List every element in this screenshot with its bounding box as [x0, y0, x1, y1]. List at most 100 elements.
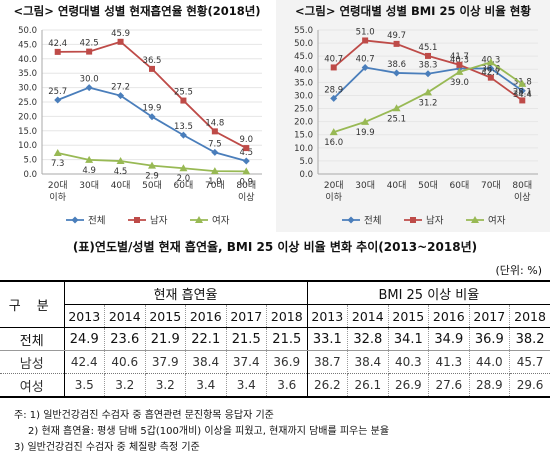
bmi-data-label: 41.7	[450, 52, 469, 62]
table-row: 남성 42.4 40.6 37.9 38.4 37.4 36.9 38.7 38.4 40.3 41…	[0, 350, 550, 374]
bmi-point	[362, 37, 369, 44]
bmi-y-tick: 30.0	[294, 91, 313, 101]
bmi-legend-label: 전체	[364, 216, 381, 227]
smoking-data-label: 13.5	[174, 122, 193, 132]
bmi-x-tick: 50대	[418, 180, 438, 191]
smoking-data-label: 2.0	[177, 174, 191, 184]
smoking-legend-label: 여자	[212, 215, 230, 227]
bmi-data-label: 34.4	[513, 90, 532, 100]
bmi-cell: 38.4	[347, 350, 389, 374]
smoking-x-tick: 50대	[142, 180, 162, 191]
smoking-y-tick: 40.0	[18, 55, 37, 65]
bmi-data-label: 42.7	[481, 68, 500, 78]
smoking-cell: 3.2	[145, 373, 186, 398]
bmi-legend-label: 여자	[488, 215, 506, 227]
bmi-point	[424, 70, 432, 78]
bmi-x-tick: 20대	[324, 180, 344, 191]
smoking-x-tick: 80대	[236, 180, 256, 191]
bmi-point	[486, 58, 495, 66]
group-header-smoking: 현재 흡연율	[64, 280, 308, 305]
footnote-3: 3) 일반건강검진 수검자 중 체질량 측정 기준	[14, 442, 200, 453]
bmi-data-label: 19.9	[356, 128, 375, 138]
smoking-x-tick: 70대	[205, 180, 225, 191]
smoking-cell: 21.5	[266, 327, 308, 351]
bmi-cell: 34.1	[388, 327, 430, 351]
footnote-2: 2) 현재 흡연율: 평생 담배 5갑(100개비) 이상을 피웠고, 현재까지…	[28, 426, 390, 437]
bmi-y-tick: 40.0	[294, 65, 313, 75]
smoking-data-label: 42.5	[80, 39, 99, 49]
smoking-point	[116, 157, 125, 165]
smoking-data-label: 25.7	[48, 87, 67, 97]
bmi-data-label: 51.0	[356, 27, 375, 37]
bmi-chart-panel: <그림> 연령대별 성별 BMI 25 이상 비율 현황 0.0 5.0 10.0 1…	[276, 0, 550, 232]
year-header: 2014	[104, 304, 146, 328]
smoking-legend-label: 전체	[88, 216, 105, 227]
smoking-cell: 3.4	[226, 373, 267, 398]
bmi-point	[456, 61, 463, 68]
bmi-data-label: 39.0	[450, 78, 469, 88]
smoking-point	[180, 97, 187, 104]
smoking-cell: 38.4	[185, 350, 227, 374]
smoking-cell: 24.9	[64, 327, 105, 351]
smoking-cell: 21.9	[145, 327, 186, 351]
smoking-point	[242, 167, 251, 175]
bmi-data-label: 45.1	[419, 43, 438, 53]
bmi-y-tick: 45.0	[294, 52, 313, 62]
bmi-data-label: 38.6	[387, 60, 406, 70]
smoking-x-tick: 20대	[48, 180, 68, 191]
smoking-data-label: 1.0	[208, 177, 222, 187]
year-header: 2018	[266, 304, 308, 328]
smoking-legend-marker	[134, 217, 140, 223]
smoking-data-label: 36.5	[143, 56, 162, 66]
year-header: 2015	[388, 304, 430, 328]
bmi-x-tick: 40대	[387, 180, 407, 191]
smoking-point	[117, 38, 124, 45]
smoking-data-label: 30.0	[80, 75, 99, 85]
bmi-cell: 38.2	[509, 327, 550, 351]
year-header: 2013	[64, 304, 105, 328]
bmi-data-label: 40.3	[450, 55, 469, 65]
smoking-point	[117, 92, 125, 100]
footnotes: 주: 1) 일반건강검진 수검자 중 흡연관련 문진항목 응답자 기준 2) 현…	[14, 408, 389, 456]
bmi-point	[518, 87, 526, 95]
smoking-point	[149, 65, 155, 72]
smoking-data-label: 2.9	[145, 172, 159, 182]
bmi-y-tick: 55.0	[294, 26, 313, 36]
bmi-data-label: 40.7	[324, 54, 343, 64]
smoking-x-tick: 60대	[174, 180, 194, 191]
smoking-point	[54, 48, 61, 55]
smoking-cell: 40.6	[104, 350, 146, 374]
year-header: 2013	[307, 304, 349, 328]
bmi-point	[330, 64, 337, 71]
bmi-point	[425, 52, 431, 59]
smoking-cell: 3.5	[64, 373, 105, 398]
smoking-data-label: 7.3	[51, 159, 65, 169]
bmi-point	[424, 88, 432, 96]
smoking-data-label: 4.5	[240, 148, 254, 158]
trend-table: 구 분 현재 흡연율 BMI 25 이상 비율 2013 2014 2015 2016…	[0, 280, 550, 398]
bmi-x-tick: 30대	[355, 180, 375, 191]
bmi-cell: 29.6	[509, 373, 550, 398]
smoking-cell: 3.4	[185, 373, 227, 398]
footnote-1: 주: 1) 일반건강검진 수검자 중 흡연관련 문진항목 응답자 기준	[14, 410, 274, 421]
bmi-cell: 27.6	[428, 373, 470, 398]
smoking-y-tick: 45.0	[18, 40, 37, 50]
smoking-point	[179, 164, 188, 172]
smoking-data-label: 0.9	[240, 177, 254, 187]
bmi-data-label: 38.3	[419, 61, 438, 71]
smoking-cell: 37.4	[226, 350, 267, 374]
group-header-bmi: BMI 25 이상 비율	[307, 280, 550, 305]
smoking-cell: 3.2	[104, 373, 146, 398]
smoking-chart-panel: <그림> 연령대별 성별 현재흡연율 현황(2018년) 0.0 5.0 10.0 1…	[0, 0, 274, 232]
smoking-data-label: 7.5	[208, 139, 222, 149]
bmi-point	[330, 94, 338, 102]
bmi-line-chart: 0.0 5.0 10.0 15.0 20.0 25.0 30.0 35.0 40.0 45.0 50…	[294, 26, 538, 227]
bmi-point	[361, 63, 369, 71]
bmi-point	[392, 104, 401, 112]
bmi-y-tick: 50.0	[294, 39, 313, 49]
smoking-data-label: 9.0	[240, 135, 254, 145]
bmi-cell: 26.9	[388, 373, 430, 398]
table-unit: (단위: %)	[495, 264, 542, 277]
year-header: 2015	[145, 304, 186, 328]
year-header: 2014	[347, 304, 389, 328]
